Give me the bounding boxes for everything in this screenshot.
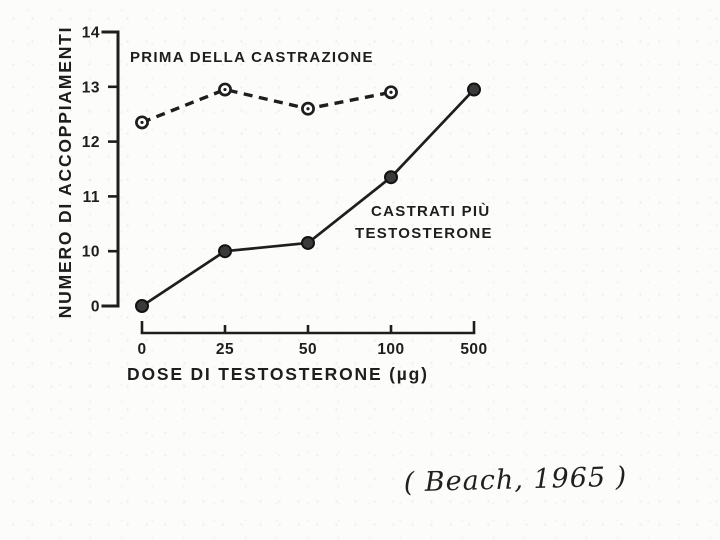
data-point-center-dot	[223, 87, 227, 92]
y-axis-title: NUMERO DI ACCOPPIAMENTI	[55, 26, 75, 319]
x-tick-label: 500	[460, 341, 487, 358]
y-tick-label: 11	[83, 189, 100, 206]
x-tick-label: 25	[216, 341, 234, 358]
series-label-prima-della-castrazione: PRIMA DELLA CASTRAZIONE	[130, 49, 374, 66]
plot-series-layer	[135, 82, 481, 313]
x-tick-label: 100	[377, 341, 404, 358]
data-point-filled-circle	[301, 235, 315, 250]
series-line-solid	[141, 88, 475, 308]
y-axis-line	[101, 30, 120, 308]
x-axis-title: DOSE DI TESTOSTERONE (µg)	[127, 364, 429, 384]
series-label-testosterone: TESTOSTERONE	[355, 225, 493, 242]
y-tick-label: 13	[82, 79, 100, 96]
handwritten-citation: ( Beach, 1965 )	[403, 461, 628, 499]
y-tick-label: 10	[82, 244, 100, 261]
data-point-center-dot	[306, 107, 310, 111]
data-point-center-dot	[389, 90, 393, 94]
data-point-filled-circle	[467, 82, 481, 97]
series-line-dashed	[141, 87, 392, 125]
x-tick-label: 50	[299, 341, 317, 358]
x-tick-label: 0	[137, 341, 146, 358]
data-point-center-dot	[140, 120, 144, 125]
y-tick-label: 14	[82, 25, 100, 42]
series-label-castrati-piu: CASTRATI PIÙ	[371, 202, 491, 220]
y-tick-label: 12	[82, 134, 100, 151]
data-point-filled-circle	[135, 299, 149, 313]
data-point-filled-circle	[218, 244, 232, 259]
y-tick-label: 0	[91, 299, 100, 316]
data-point-filled-circle	[384, 170, 398, 185]
